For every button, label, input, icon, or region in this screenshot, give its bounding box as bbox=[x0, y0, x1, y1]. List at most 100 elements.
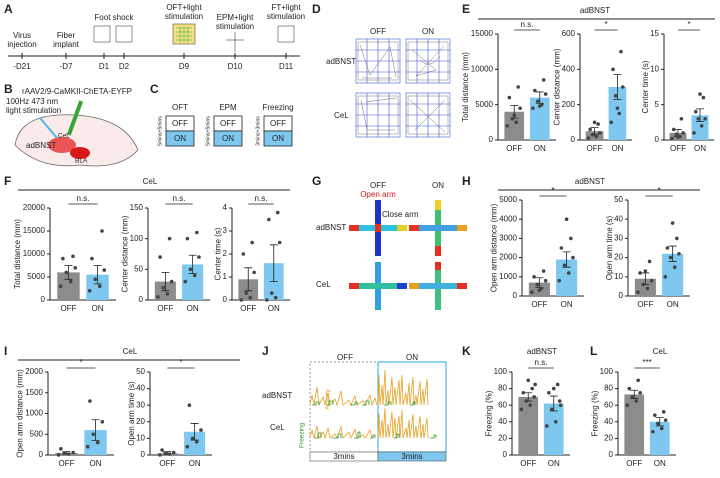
data-point bbox=[532, 395, 536, 399]
data-point bbox=[58, 284, 63, 289]
panel-label: E bbox=[462, 2, 470, 16]
significance-label: n.s. bbox=[173, 194, 186, 203]
data-point bbox=[275, 210, 280, 215]
error-bar bbox=[244, 267, 253, 292]
data-point bbox=[679, 117, 684, 121]
y-tick-label: 2000 bbox=[499, 253, 517, 262]
y-tick-label: 3000 bbox=[499, 234, 517, 243]
data-point bbox=[521, 390, 526, 395]
region-label: adBNST bbox=[26, 141, 56, 150]
data-point bbox=[252, 270, 256, 275]
event-label: FT+light bbox=[271, 3, 301, 12]
state-label: ON bbox=[222, 134, 234, 143]
bar bbox=[543, 403, 564, 455]
data-point bbox=[609, 120, 614, 125]
y-tick-label: 0 bbox=[609, 450, 614, 459]
x-tick-label: ON bbox=[534, 144, 546, 153]
data-point bbox=[239, 298, 244, 302]
data-point bbox=[535, 99, 540, 103]
y-tick-label: 2000 bbox=[25, 367, 43, 376]
epm-heatmaps: OFF ON Open arm Close arm adBNST CeL bbox=[316, 181, 467, 310]
data-point bbox=[647, 259, 652, 264]
data-point bbox=[557, 399, 562, 403]
data-point bbox=[663, 418, 668, 422]
significance-label: n.s. bbox=[535, 358, 548, 367]
column-label: OFF bbox=[370, 27, 386, 36]
data-point bbox=[519, 407, 524, 412]
data-point bbox=[638, 390, 642, 395]
data-point bbox=[250, 240, 254, 245]
significance-label: * bbox=[604, 20, 607, 29]
data-point bbox=[557, 278, 562, 283]
x-tick-label: OFF bbox=[157, 304, 173, 313]
day-label: D11 bbox=[279, 62, 294, 71]
duration-bar bbox=[377, 451, 447, 462]
event-label: Fiber bbox=[57, 31, 76, 40]
row-label: adBNST bbox=[262, 391, 292, 400]
data-point bbox=[671, 127, 676, 132]
data-point bbox=[620, 85, 625, 89]
y-axis-label: Center distance (mm) bbox=[552, 48, 561, 125]
data-point bbox=[73, 266, 78, 270]
data-point bbox=[156, 295, 160, 299]
apparatus-icons bbox=[93, 23, 295, 52]
day-label: -D7 bbox=[60, 62, 73, 71]
y-tick-label: 0 bbox=[139, 295, 144, 304]
y-tick-label: 0 bbox=[571, 135, 576, 144]
light-beam bbox=[39, 117, 58, 139]
significance-label: n.s. bbox=[521, 20, 534, 29]
data-point bbox=[693, 109, 698, 114]
data-point bbox=[199, 428, 203, 432]
y-tick-label: 80 bbox=[604, 384, 613, 393]
y-tick-label: 15000 bbox=[23, 226, 46, 235]
y-tick-label: 2 bbox=[223, 249, 228, 258]
panel-label: I bbox=[4, 344, 7, 358]
x-tick-label: ON bbox=[90, 459, 102, 468]
x-tick-label: OFF bbox=[506, 144, 522, 153]
activity-trace bbox=[309, 369, 429, 407]
freezing-trace bbox=[312, 400, 437, 439]
column-label: ON bbox=[406, 353, 418, 362]
y-tick-label: 0 bbox=[39, 450, 44, 459]
y-axis-label: Center time (s) bbox=[214, 227, 223, 280]
panel-headers: adBNST CeL adBNST CeL adBNST CeL bbox=[18, 6, 715, 361]
data-point bbox=[559, 246, 564, 250]
y-tick-label: 0 bbox=[655, 135, 660, 144]
day-label: D9 bbox=[179, 62, 190, 71]
data-point bbox=[627, 386, 632, 391]
data-point bbox=[588, 127, 592, 132]
column-label: OFF bbox=[370, 181, 386, 190]
y-tick-label: 500 bbox=[30, 429, 44, 438]
fiber bbox=[66, 100, 84, 136]
data-point bbox=[195, 230, 199, 235]
column-label: OFF bbox=[337, 353, 353, 362]
data-point bbox=[665, 246, 670, 250]
data-point bbox=[61, 256, 65, 261]
y-tick-label: 600 bbox=[562, 29, 576, 38]
significance-label: * bbox=[551, 186, 554, 195]
test-label: OFT bbox=[172, 103, 188, 112]
data-point bbox=[564, 217, 569, 221]
event-label: stimulation bbox=[216, 22, 254, 31]
data-point bbox=[516, 85, 520, 89]
data-point bbox=[267, 217, 271, 222]
significance-label: *** bbox=[642, 358, 651, 367]
y-tick-label: 10000 bbox=[471, 64, 494, 73]
event-label: injection bbox=[7, 40, 36, 49]
error-bar bbox=[161, 272, 170, 292]
data-point bbox=[169, 279, 174, 284]
data-point bbox=[638, 271, 642, 275]
data-point bbox=[59, 446, 63, 451]
bar bbox=[86, 274, 109, 300]
y-tick-label: 60 bbox=[498, 400, 507, 409]
off-window bbox=[309, 361, 379, 453]
y-tick-label: 100 bbox=[600, 367, 614, 376]
significance-label: * bbox=[179, 358, 182, 367]
data-point bbox=[68, 279, 73, 284]
data-point bbox=[248, 295, 253, 300]
activity-trace bbox=[309, 407, 429, 440]
data-point bbox=[676, 135, 680, 139]
protocol: OFT EPM Freezing OFF ON OFF ON OFF ON 5m… bbox=[157, 103, 294, 147]
data-point bbox=[651, 429, 655, 434]
error-bar bbox=[269, 244, 278, 282]
